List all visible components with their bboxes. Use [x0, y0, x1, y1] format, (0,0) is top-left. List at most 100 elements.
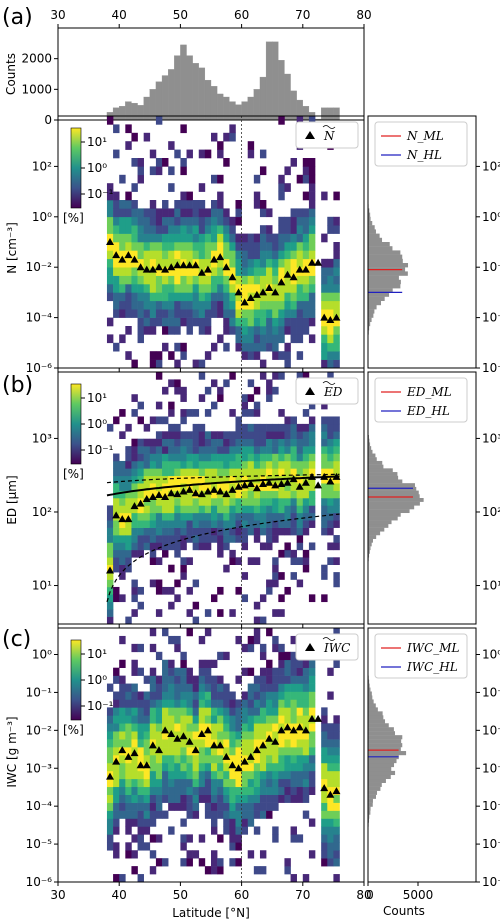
heatmap-cell — [186, 715, 193, 724]
heatmap-cell — [333, 250, 340, 260]
heatmap-cell — [149, 300, 157, 310]
side-y-tick-label: 10² — [482, 159, 500, 173]
median-marker — [106, 566, 115, 574]
side-bar — [368, 735, 403, 740]
heatmap-cell — [272, 446, 279, 454]
heatmap-cell — [143, 284, 151, 293]
heatmap-cell — [162, 691, 169, 700]
heatmap-cell — [321, 707, 328, 716]
heatmap-cell — [241, 446, 249, 454]
heatmap-cell — [168, 755, 175, 764]
heatmap-cell — [162, 342, 169, 352]
heatmap-cell — [284, 505, 291, 514]
median-marker — [222, 752, 231, 760]
heatmap-cell — [253, 342, 261, 352]
median-marker — [185, 261, 194, 269]
heatmap-cell — [241, 643, 249, 653]
heatmap-cell — [241, 317, 249, 327]
heatmap-cell — [308, 431, 316, 440]
heatmap-cell — [204, 505, 212, 514]
heatmap-cell — [272, 498, 279, 506]
heatmap-cell — [192, 208, 200, 218]
heatmap-cell — [113, 267, 120, 276]
heatmap-cell — [308, 667, 316, 676]
heatmap-cell — [204, 520, 212, 528]
heatmap-cell — [229, 699, 236, 708]
side-bar — [368, 739, 402, 744]
heatmap-cell — [302, 275, 310, 285]
median-marker — [118, 515, 127, 523]
heatmap-cell — [247, 334, 255, 344]
side-bar — [368, 309, 375, 314]
median-marker — [314, 714, 323, 722]
heatmap-cell — [284, 275, 291, 285]
heatmap-cell — [211, 794, 218, 803]
median-marker — [167, 730, 176, 738]
panel-a-ylabel: N [cm⁻³] — [5, 222, 19, 274]
median-marker — [246, 752, 255, 760]
heatmap-cell — [333, 834, 340, 843]
heatmap-cell — [168, 699, 175, 708]
heatmap-cell — [186, 300, 193, 310]
heatmap-cell — [113, 342, 120, 352]
heatmap-cell — [253, 635, 261, 645]
heatmap-cell — [259, 483, 267, 491]
heatmap-cell — [192, 739, 200, 748]
median-marker — [271, 481, 280, 489]
side-bar — [368, 723, 389, 728]
heatmap-cell — [223, 250, 230, 260]
heatmap-cell — [180, 564, 187, 573]
heatmap-cell — [106, 216, 114, 226]
heatmap-cell — [266, 659, 273, 668]
heatmap-cell — [162, 675, 169, 684]
heatmap-cell — [180, 770, 187, 780]
heatmap-cell — [131, 258, 138, 268]
heatmap-cell — [247, 490, 255, 499]
heatmap-cell — [327, 284, 334, 293]
heatmap-cell — [223, 762, 230, 772]
histogram-bar — [119, 106, 126, 121]
heatmap-cell — [155, 858, 163, 867]
histogram-bar — [265, 41, 273, 121]
side-y-tick-label: 10⁻⁴ — [482, 799, 500, 813]
heatmap-cell — [333, 826, 340, 835]
heatmap-cell — [131, 770, 138, 780]
heatmap-cell — [162, 475, 169, 484]
heatmap-cell — [155, 579, 163, 588]
heatmap-cell — [125, 351, 132, 360]
histogram-bar — [241, 101, 248, 121]
heatmap-cell — [113, 542, 120, 551]
heatmap-cell — [327, 723, 334, 732]
heatmap-cell — [296, 292, 304, 302]
heatmap-cell — [278, 191, 285, 201]
heatmap-cell — [266, 300, 273, 310]
heatmap-cell — [204, 762, 212, 772]
heatmap-cell — [125, 802, 132, 811]
heatmap-cell — [327, 216, 334, 226]
heatmap-cell — [302, 659, 310, 668]
heatmap-cell — [106, 191, 114, 201]
heatmap-cell — [204, 317, 212, 327]
heatmap-cell — [327, 372, 334, 380]
heatmap-cell — [241, 326, 249, 335]
heatmap-cell — [247, 498, 255, 506]
heatmap-cell — [174, 292, 181, 302]
heatmap-cell — [327, 505, 334, 514]
heatmap-cell — [296, 755, 304, 764]
median-marker — [161, 726, 170, 734]
heatmap-cell — [253, 309, 261, 318]
median-markers — [106, 238, 341, 324]
heatmap-cell — [229, 723, 236, 732]
heatmap-cell — [211, 490, 218, 499]
heatmap-cell — [229, 535, 236, 543]
heatmap-cell — [143, 326, 151, 335]
heatmap-cell — [131, 267, 138, 276]
heatmap-cell — [180, 778, 187, 788]
heatmap-cell — [296, 438, 304, 447]
heatmap-cell — [235, 431, 242, 440]
heatmap-cell — [272, 770, 279, 780]
heatmap-cell — [211, 342, 218, 352]
heatmap-cell — [241, 715, 249, 724]
heatmap-cell — [125, 683, 132, 692]
median-marker — [240, 298, 249, 306]
